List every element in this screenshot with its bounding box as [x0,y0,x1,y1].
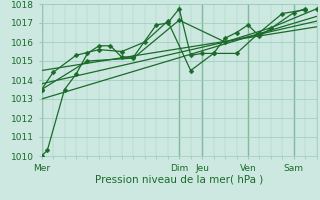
X-axis label: Pression niveau de la mer( hPa ): Pression niveau de la mer( hPa ) [95,174,263,184]
